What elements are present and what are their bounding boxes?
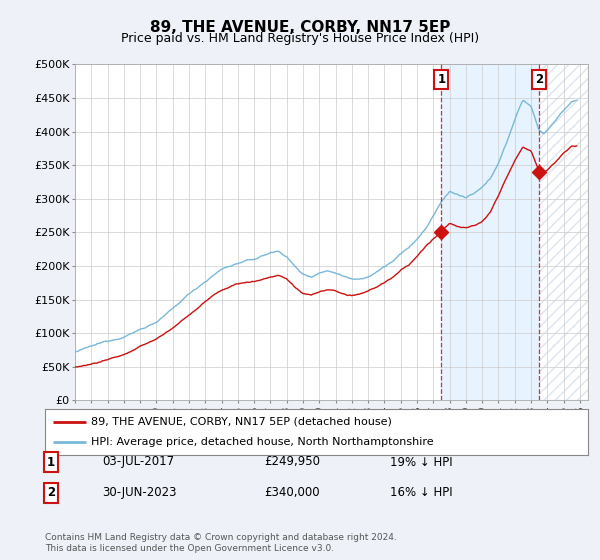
Text: 1: 1 [47,455,55,469]
Text: £249,950: £249,950 [264,455,320,469]
Text: 2: 2 [47,486,55,500]
Bar [539,64,588,400]
Text: 19% ↓ HPI: 19% ↓ HPI [390,455,452,469]
Bar [442,64,539,400]
Text: 30-JUN-2023: 30-JUN-2023 [102,486,176,500]
Text: 89, THE AVENUE, CORBY, NN17 5EP: 89, THE AVENUE, CORBY, NN17 5EP [150,20,450,35]
Bar [539,64,588,400]
Text: 2: 2 [535,73,543,86]
Text: 16% ↓ HPI: 16% ↓ HPI [390,486,452,500]
Text: 03-JUL-2017: 03-JUL-2017 [102,455,174,469]
Text: Contains HM Land Registry data © Crown copyright and database right 2024.
This d: Contains HM Land Registry data © Crown c… [45,533,397,553]
Text: £340,000: £340,000 [264,486,320,500]
Text: HPI: Average price, detached house, North Northamptonshire: HPI: Average price, detached house, Nort… [91,437,434,447]
Text: 1: 1 [437,73,445,86]
Text: 89, THE AVENUE, CORBY, NN17 5EP (detached house): 89, THE AVENUE, CORBY, NN17 5EP (detache… [91,417,392,427]
Text: Price paid vs. HM Land Registry's House Price Index (HPI): Price paid vs. HM Land Registry's House … [121,32,479,45]
